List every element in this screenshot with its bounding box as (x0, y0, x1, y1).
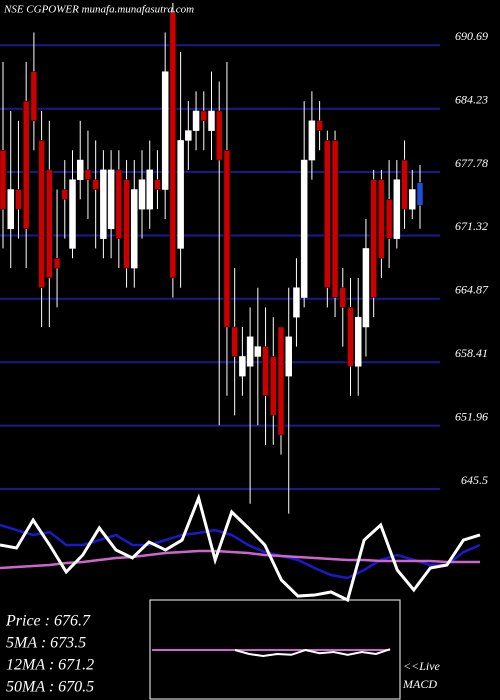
candle-body (362, 248, 370, 328)
candle-body (192, 110, 200, 131)
candle-body (316, 120, 323, 131)
stat-price: Price : 676.7 (5, 613, 91, 630)
candle-body (262, 346, 269, 396)
candle-body (76, 159, 84, 180)
candle-body (7, 189, 14, 230)
macd-frame (149, 599, 401, 700)
stat-5ma: 5MA : 673.5 (6, 635, 86, 652)
stat-50ma: 50MA : 670.5 (6, 679, 94, 696)
candle-body (154, 179, 161, 190)
candle-body (324, 140, 331, 288)
candle-body (385, 199, 393, 239)
indicator-line (0, 493, 481, 603)
indicator-line (0, 523, 481, 580)
chart-title: NSE CGPOWER munafa.munafasutra.com (3, 4, 194, 16)
candle-body (92, 179, 99, 190)
candle-body (131, 189, 138, 269)
y-tick-label: 677.78 (455, 156, 488, 170)
candle-body (401, 159, 408, 210)
candle-body (200, 110, 208, 122)
y-tick-label: 664.87 (455, 283, 489, 297)
y-tick-label: 658.41 (455, 346, 488, 360)
candle-body (22, 100, 30, 230)
candle-body (378, 179, 385, 259)
y-tick-label: 684.23 (455, 92, 488, 106)
candle-body (246, 336, 254, 367)
candle-body (239, 356, 246, 377)
candle-body (270, 356, 277, 416)
candle-body (347, 307, 354, 367)
live-label: <<Live (403, 659, 441, 673)
candle-body (84, 169, 92, 180)
candle-body (308, 120, 316, 161)
candle-body (46, 169, 53, 279)
macd-label: MACD (402, 677, 437, 691)
candle-body (169, 12, 177, 279)
candle-body (223, 149, 231, 328)
candle-body (115, 169, 123, 239)
candle-body (185, 130, 192, 141)
candle-body (177, 140, 184, 249)
candle-body (138, 179, 146, 210)
candle-body (146, 169, 153, 210)
stat-12ma: 12MA : 671.2 (6, 657, 94, 674)
candle-body (161, 71, 169, 190)
y-tick-label: 645.5 (461, 473, 488, 487)
candle-body (293, 287, 300, 318)
candle-body (285, 336, 292, 377)
candle-body (370, 179, 377, 298)
y-tick-label: 671.32 (455, 219, 488, 233)
candle-body (409, 189, 416, 210)
candle-body (38, 140, 45, 288)
candle-body (231, 326, 238, 357)
candle-body (53, 258, 61, 269)
candle-body (61, 189, 69, 200)
candle-body (331, 140, 339, 298)
candle-body (69, 179, 76, 249)
candle-body (30, 71, 38, 122)
candle-body (354, 316, 362, 367)
candle-body (123, 179, 130, 269)
candle-body (15, 189, 22, 210)
candle-body (215, 110, 223, 161)
candle-body (300, 159, 308, 298)
y-tick-label: 690.69 (455, 29, 488, 43)
indicator-line (0, 549, 480, 570)
candle-body (0, 149, 7, 210)
candle-body (107, 169, 115, 230)
candle-body (339, 287, 347, 308)
macd-line (234, 648, 391, 658)
candle-body (208, 110, 215, 131)
y-tick-label: 651.96 (455, 409, 488, 423)
candle-body (100, 169, 107, 239)
candle-body (416, 182, 424, 206)
candle-body (393, 179, 401, 239)
candle-body (254, 346, 262, 357)
candle-body (277, 326, 285, 436)
